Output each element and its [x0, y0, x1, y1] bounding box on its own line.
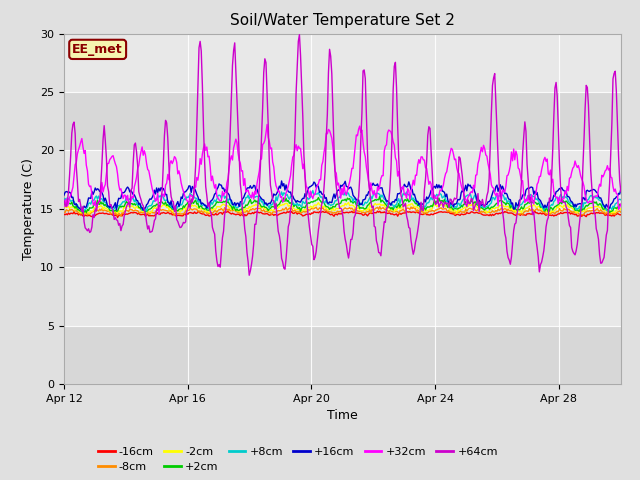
Title: Soil/Water Temperature Set 2: Soil/Water Temperature Set 2 [230, 13, 455, 28]
Y-axis label: Temperature (C): Temperature (C) [22, 158, 35, 260]
Bar [64, 209, 621, 267]
Bar [64, 325, 621, 384]
Text: EE_met: EE_met [72, 43, 123, 56]
X-axis label: Time: Time [327, 409, 358, 422]
Legend: -16cm, -8cm, -2cm, +2cm, +8cm, +16cm, +32cm, +64cm: -16cm, -8cm, -2cm, +2cm, +8cm, +16cm, +3… [93, 442, 502, 477]
Bar [64, 92, 621, 150]
